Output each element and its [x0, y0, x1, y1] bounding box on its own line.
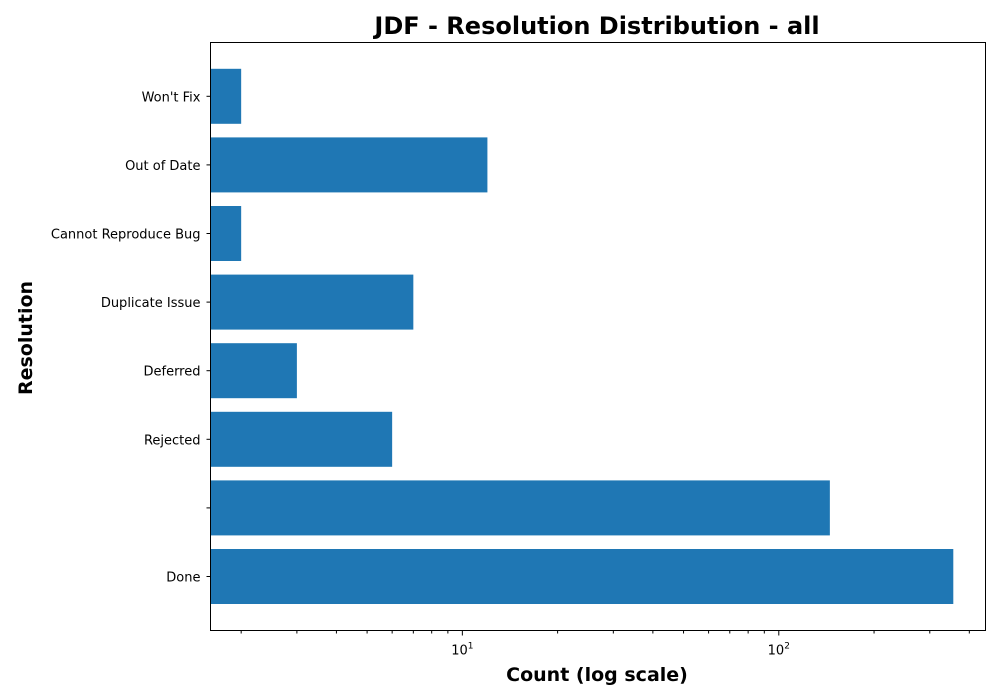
y-tick-label: Deferred: [143, 365, 200, 380]
bar: [210, 206, 242, 261]
y-axis-label: Resolution: [15, 281, 37, 395]
bar: [210, 480, 830, 536]
x-tick-label: 102: [768, 642, 790, 659]
x-tick-label: 101: [451, 642, 473, 659]
x-axis-ticks: 101 102: [240, 630, 970, 659]
y-tick-label: Done: [166, 571, 200, 586]
y-axis-ticks: Done Rejected Deferred Duplicate Issue Canno…: [51, 90, 211, 586]
bar: [210, 343, 297, 399]
y-tick-label: Cannot Reproduce Bug: [51, 228, 201, 243]
bar: [210, 274, 414, 330]
bar: [210, 549, 954, 604]
y-tick-label: Duplicate Issue: [101, 296, 201, 311]
y-tick-label: Won't Fix: [142, 90, 201, 105]
chart-title: JDF - Resolution Distribution - all: [372, 12, 819, 40]
bar: [210, 68, 242, 124]
bar: [210, 137, 488, 193]
y-tick-label: Rejected: [144, 433, 201, 448]
bars-group: [210, 68, 954, 604]
plot-frame: [210, 42, 986, 631]
bar: [210, 411, 393, 467]
y-tick-label: Out of Date: [125, 159, 200, 174]
x-axis-label: Count (log scale): [506, 664, 688, 686]
